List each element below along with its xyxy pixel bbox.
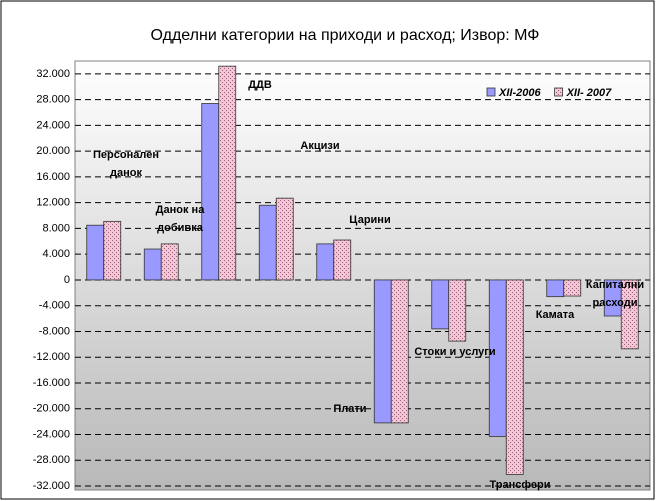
y-tick-label: -28.000 <box>33 454 70 466</box>
y-tick-label: 8.000 <box>42 222 70 234</box>
bar <box>218 65 237 281</box>
bar <box>505 279 524 475</box>
bar <box>258 204 277 281</box>
y-tick-label: 28.000 <box>36 94 70 106</box>
y-tick-label: -8.000 <box>39 325 70 337</box>
bar <box>103 220 122 281</box>
y-tick-label: -24.000 <box>33 428 70 440</box>
y-tick-label: 12.000 <box>36 197 70 209</box>
chart-title: Одделни категории на приходи и расход; И… <box>151 27 540 44</box>
bar <box>448 279 467 342</box>
y-tick-label: 16.000 <box>36 171 70 183</box>
legend-swatch <box>486 87 496 97</box>
bar <box>316 243 335 281</box>
bar <box>143 248 162 281</box>
bar <box>160 243 179 281</box>
bar <box>431 279 450 330</box>
y-tick-label: -20.000 <box>33 403 70 415</box>
category-label: Акцизи <box>300 140 340 152</box>
bar <box>333 239 352 281</box>
bar <box>201 103 220 281</box>
legend-label: XII-2006 <box>498 87 541 99</box>
y-tick-label: 32.000 <box>36 68 70 80</box>
legend-swatch <box>554 87 563 97</box>
category-label: Камата <box>535 309 575 321</box>
bar <box>390 279 409 424</box>
category-label: Капитални расходи <box>585 279 645 309</box>
y-tick-label: 4.000 <box>42 248 70 260</box>
bar <box>546 279 565 298</box>
y-tick-label: -16.000 <box>33 377 70 389</box>
y-tick-label: -4.000 <box>39 300 70 312</box>
bar <box>275 197 294 281</box>
bar <box>86 224 105 281</box>
category-label: Стоки и услуги <box>414 346 496 358</box>
category-label: Плати <box>333 403 367 415</box>
category-label: Царини <box>349 214 391 226</box>
category-label: ДДВ <box>248 79 272 91</box>
category-label: Данок на добивка <box>155 204 205 234</box>
bar <box>563 279 582 297</box>
category-label: Трансфери <box>489 479 551 491</box>
y-tick-label: -12.000 <box>33 351 70 363</box>
category-label: Персонален данок <box>93 149 159 179</box>
y-tick-label: -32.000 <box>33 480 70 492</box>
y-tick-label: 20.000 <box>36 145 70 157</box>
bar <box>620 279 639 350</box>
legend-label: XII- 2007 <box>566 87 613 99</box>
y-tick-label: 24.000 <box>36 119 70 131</box>
y-tick-label: 0 <box>64 274 70 286</box>
